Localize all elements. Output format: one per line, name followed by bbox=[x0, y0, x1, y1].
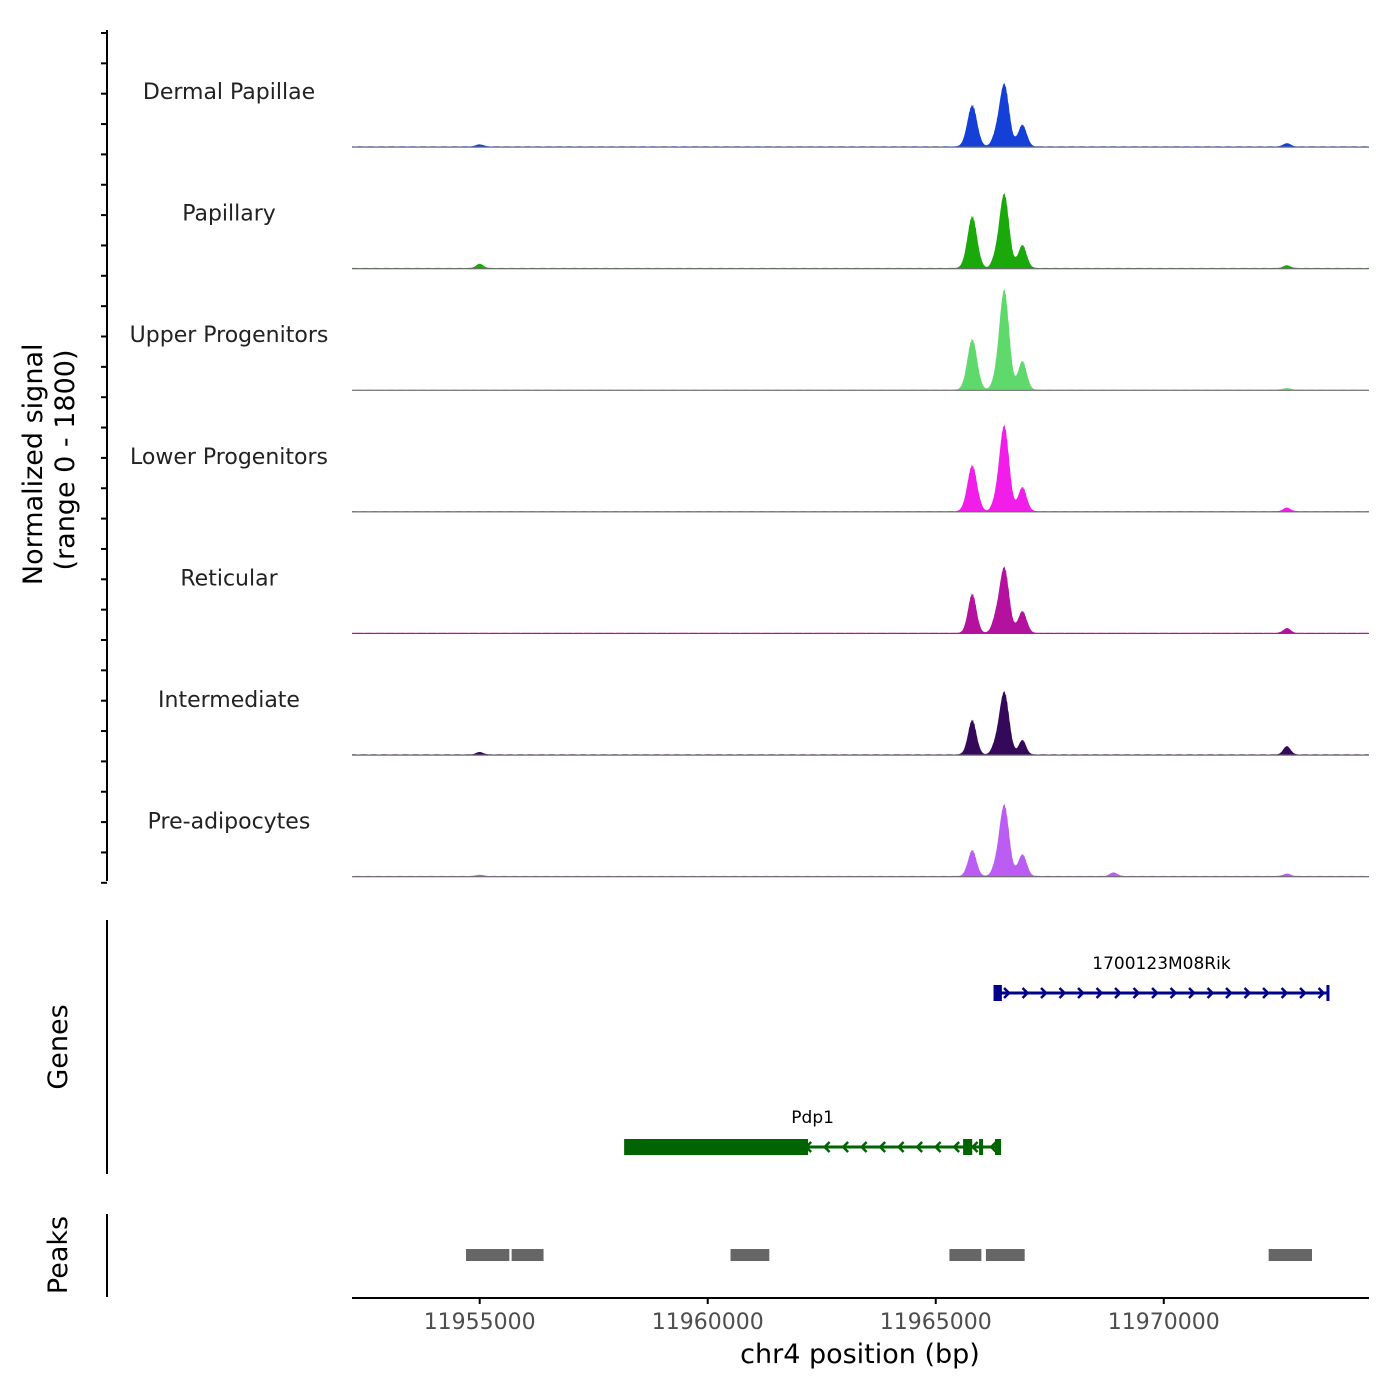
strand-arrow-icon bbox=[859, 1141, 868, 1153]
strand-arrow-icon bbox=[915, 1141, 924, 1153]
coverage-area-pre-adipocytes bbox=[352, 803, 1369, 877]
gene-1700123m08rik: 1700123M08Rik bbox=[993, 954, 1330, 1001]
strand-arrow-icon bbox=[952, 1141, 961, 1153]
peaks-track-label: Peaks bbox=[43, 1216, 74, 1294]
peak-bar bbox=[985, 1249, 1025, 1261]
peak-bar bbox=[730, 1249, 770, 1261]
strand-arrow-icon bbox=[1206, 987, 1215, 999]
x-axis-ticks: 11955000 11960000 11965000 11970000 bbox=[424, 1298, 1220, 1335]
genes-track-label: Genes bbox=[43, 1004, 74, 1089]
strand-arrow-icon bbox=[1262, 987, 1270, 999]
coverage-area-lower-progenitors bbox=[352, 424, 1369, 512]
strand-arrow-icon bbox=[1003, 987, 1011, 999]
x-axis-title: chr4 position (bp) bbox=[740, 1339, 980, 1370]
strand-arrow-icon bbox=[878, 1141, 887, 1153]
x-axis: 11955000 11960000 11965000 11970000 chr4 po… bbox=[352, 1297, 1369, 1370]
track-papillary: Papillary bbox=[182, 192, 1369, 270]
x-tick-label: 11960000 bbox=[652, 1310, 764, 1335]
gene-exon-pdp1 bbox=[995, 1139, 1000, 1155]
x-tick-label: 11970000 bbox=[1108, 1310, 1220, 1335]
strand-arrow-icon bbox=[1243, 987, 1252, 999]
strand-arrow-icon bbox=[1188, 987, 1196, 999]
gene-pdp1: Pdp1 bbox=[624, 1108, 1002, 1155]
strand-arrow-icon bbox=[1021, 987, 1030, 999]
strand-arrow-icon bbox=[970, 1141, 979, 1153]
strand-arrow-icon bbox=[989, 1141, 998, 1153]
y-axis-title: Normalized signal (range 0 - 1800) bbox=[18, 335, 81, 585]
strand-arrow-icon bbox=[1114, 987, 1122, 999]
strand-arrow-icon bbox=[933, 1141, 942, 1153]
coverage-area-intermediate bbox=[352, 690, 1369, 755]
track-label-pre-adipocytes: Pre-adipocytes bbox=[148, 810, 311, 835]
gene-label-pdp1: Pdp1 bbox=[791, 1108, 834, 1128]
track-lower-progenitors: Lower Progenitors bbox=[130, 424, 1369, 513]
genes-track: Genes 1700123M08Rik Pdp1 bbox=[43, 920, 1330, 1174]
strand-arrow-icon bbox=[1299, 987, 1307, 999]
track-label-lower-progenitors: Lower Progenitors bbox=[130, 445, 328, 470]
peak-bar bbox=[511, 1249, 544, 1261]
coverage-tracks: Dermal Papillae Papillary Upper Progenitor… bbox=[130, 80, 1369, 878]
signal-axis bbox=[101, 30, 108, 884]
coverage-area-upper-progenitors bbox=[352, 288, 1369, 390]
track-reticular: Reticular bbox=[180, 566, 1369, 634]
y-axis-title-line-2: (range 0 - 1800) bbox=[50, 350, 81, 571]
strand-arrow-icon bbox=[896, 1141, 905, 1153]
strand-arrow-icon bbox=[1280, 987, 1289, 999]
gene-models: 1700123M08Rik Pdp1 bbox=[624, 954, 1330, 1155]
track-label-papillary: Papillary bbox=[182, 202, 276, 227]
track-label-dermal-papillae: Dermal Papillae bbox=[143, 80, 315, 105]
strand-arrow-icon bbox=[1132, 987, 1141, 999]
track-label-upper-progenitors: Upper Progenitors bbox=[130, 323, 329, 348]
x-tick-label: 11965000 bbox=[880, 1310, 992, 1335]
y-axis-title-line-1: Normalized signal bbox=[18, 344, 49, 586]
strand-arrow-icon bbox=[1317, 987, 1326, 999]
strand-arrow-icon bbox=[822, 1141, 831, 1153]
strand-arrow-icon bbox=[1095, 987, 1104, 999]
strand-arrow-icon bbox=[1169, 987, 1178, 999]
peak-bar bbox=[949, 1249, 982, 1261]
strand-arrow-icon bbox=[1040, 987, 1048, 999]
track-upper-progenitors: Upper Progenitors bbox=[130, 288, 1369, 391]
track-intermediate: Intermediate bbox=[158, 688, 1369, 756]
strand-arrow-icon bbox=[841, 1141, 850, 1153]
strand-arrow-icon bbox=[1058, 987, 1067, 999]
peak-bars bbox=[466, 1249, 1312, 1261]
strand-arrow-icon bbox=[1077, 987, 1085, 999]
strand-arrow-icon bbox=[1151, 987, 1159, 999]
coverage-area-reticular bbox=[352, 566, 1369, 633]
gene-exon-pdp1 bbox=[963, 1139, 973, 1155]
x-tick-label: 11955000 bbox=[424, 1310, 536, 1335]
track-label-intermediate: Intermediate bbox=[158, 688, 300, 713]
strand-arrow-icon bbox=[1225, 987, 1233, 999]
coverage-area-papillary bbox=[352, 192, 1369, 269]
peak-bar bbox=[466, 1249, 510, 1261]
peaks-track: Peaks bbox=[43, 1214, 1312, 1297]
gene-exon-pdp1 bbox=[979, 1139, 984, 1155]
track-pre-adipocytes: Pre-adipocytes bbox=[148, 803, 1369, 878]
peak-bar bbox=[1268, 1249, 1312, 1261]
coverage-area-dermal-papillae bbox=[352, 82, 1369, 147]
gene-exon-1700123m08rik bbox=[995, 985, 1002, 1001]
gene-label-1700123m08rik: 1700123M08Rik bbox=[1092, 954, 1231, 974]
gene-exon-pdp1 bbox=[625, 1139, 809, 1155]
track-dermal-papillae: Dermal Papillae bbox=[143, 80, 1369, 148]
track-label-reticular: Reticular bbox=[180, 566, 278, 591]
